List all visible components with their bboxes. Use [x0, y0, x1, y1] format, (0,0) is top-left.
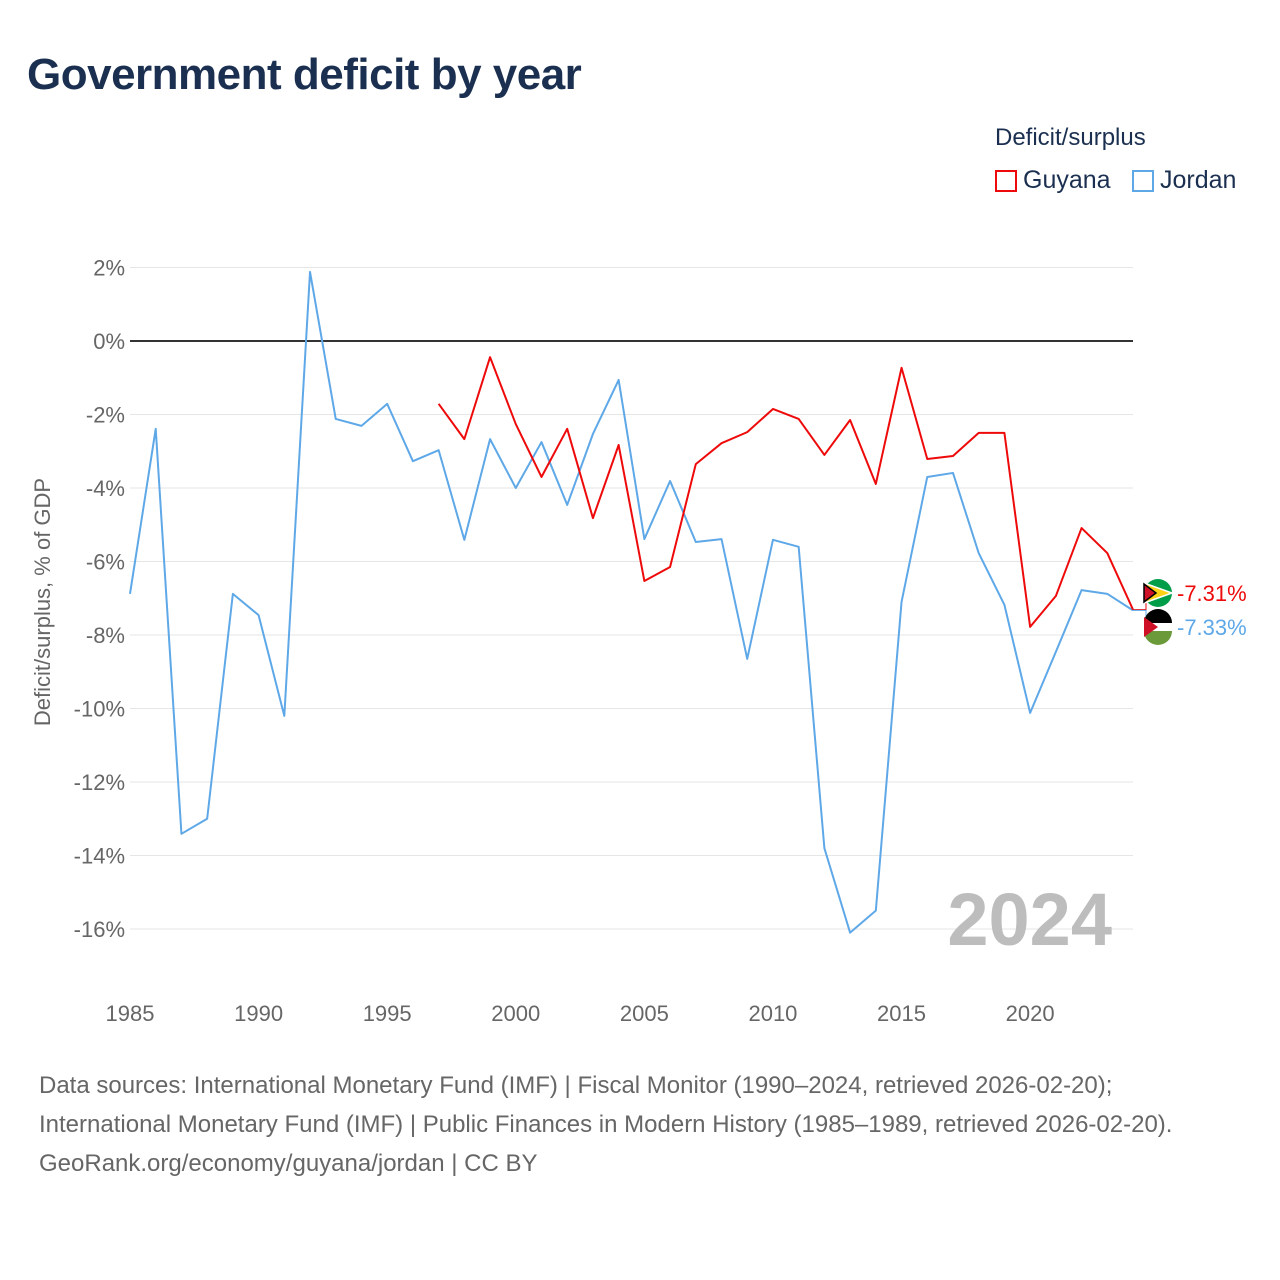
- y-axis-label: Deficit/surplus, % of GDP: [30, 478, 55, 726]
- legend-item-jordan[interactable]: Jordan: [1132, 166, 1236, 195]
- legend-label: Guyana: [1023, 166, 1111, 194]
- x-tick-label: 2015: [877, 1001, 926, 1026]
- legend-swatch-jordan: [1132, 169, 1154, 192]
- y-tick-label: -10%: [74, 697, 125, 722]
- y-tick-label: -12%: [74, 770, 125, 795]
- footer: Data sources: International Monetary Fun…: [39, 1066, 1239, 1183]
- legend-swatch-guyana: [995, 169, 1017, 192]
- x-tick-label: 1995: [363, 1001, 412, 1026]
- legend-title: Deficit/surplus: [995, 124, 1146, 151]
- x-tick-label: 1985: [106, 1001, 155, 1026]
- series-line-jordan: [129, 270, 1134, 934]
- end-value-label: -7.31%: [1177, 581, 1247, 606]
- legend-item-guyana[interactable]: Guyana: [995, 166, 1111, 195]
- x-tick-label: 2020: [1006, 1001, 1055, 1026]
- jordan-flag-green: [1144, 631, 1172, 645]
- jordan-flag-triangle: [1144, 617, 1158, 637]
- y-tick-label: 2%: [93, 256, 125, 281]
- legend-label: Jordan: [1160, 166, 1237, 194]
- y-tick-label: -2%: [86, 403, 125, 428]
- end-value-label: -7.33%: [1177, 615, 1247, 640]
- guyana-flag-triangle: [1143, 582, 1158, 604]
- y-tick-label: -8%: [86, 623, 125, 648]
- jordan-flag-black: [1144, 609, 1172, 623]
- series-line-guyana: [437, 356, 1134, 628]
- y-tick-label: -4%: [86, 476, 125, 501]
- x-tick-label: 2000: [491, 1001, 540, 1026]
- year-watermark: 2024: [947, 878, 1112, 961]
- data-sources: Data sources: International Monetary Fun…: [39, 1072, 1173, 1138]
- x-tick-label: 2005: [620, 1001, 669, 1026]
- x-tick-label: 1990: [234, 1001, 283, 1026]
- y-tick-label: 0%: [93, 329, 125, 354]
- y-tick-label: -14%: [74, 844, 125, 869]
- y-tick-label: -6%: [86, 550, 125, 575]
- y-tick-label: -16%: [74, 917, 125, 942]
- chart-title: Government deficit by year: [27, 50, 582, 99]
- x-tick-label: 2010: [748, 1001, 797, 1026]
- credit-link[interactable]: GeoRank.org/economy/guyana/jordan | CC B…: [39, 1150, 538, 1177]
